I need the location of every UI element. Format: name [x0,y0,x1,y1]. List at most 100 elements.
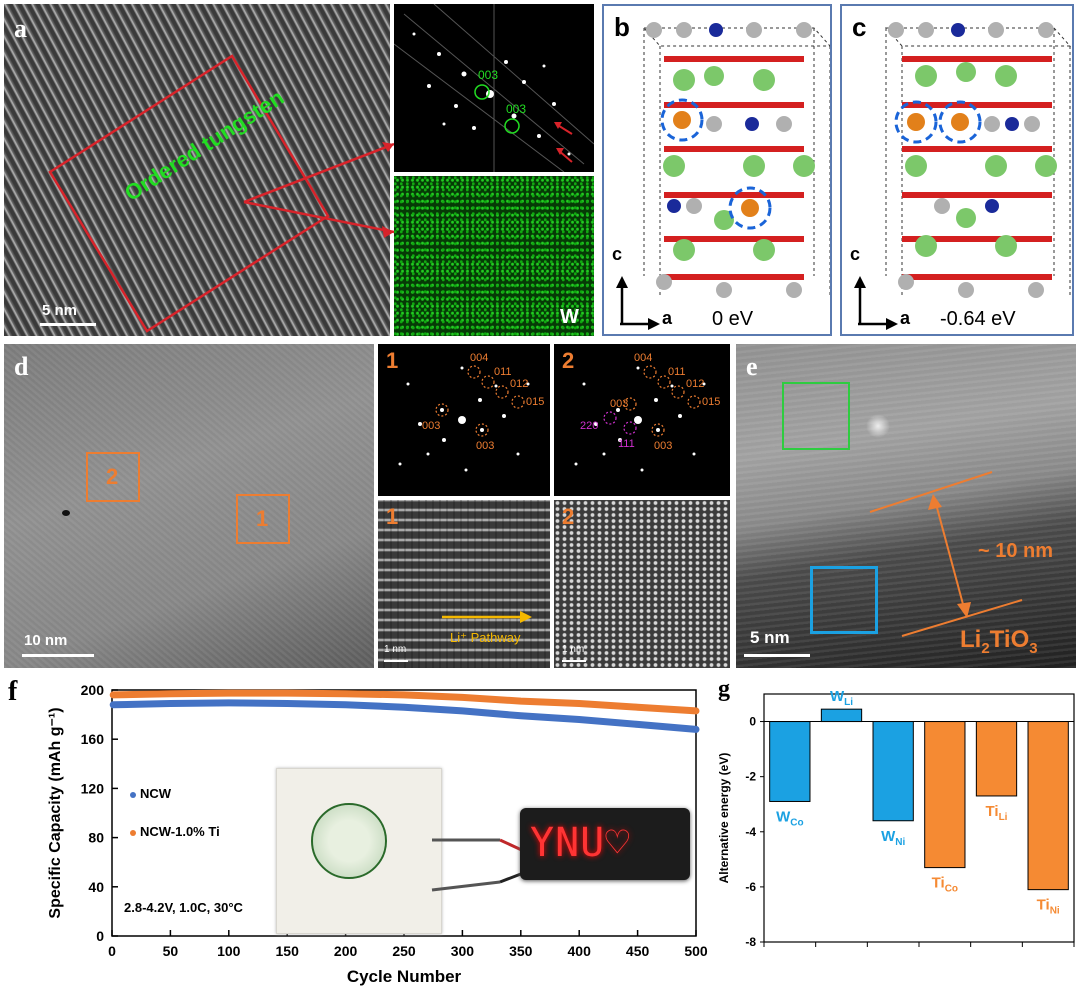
panel-a-fft: 003 003 [394,4,594,172]
panel-b-axis-c: c [612,244,623,264]
x-tick-label: 250 [392,943,416,959]
data-point [284,700,291,707]
hr1-title: 1 [386,504,399,529]
fft1-spot-015: 015 [526,396,545,408]
legend-ncw-ti-dot [130,830,136,836]
test-condition-label: 2.8-4.2V, 1.0C, 30°C [124,900,243,915]
y-axis-label: Specific Capacity (mAh g⁻¹) [47,707,64,918]
phase-sub-2: 2 [981,639,990,657]
panel-a-ordered-region-box [48,54,395,333]
hr2-scale-bar [562,660,586,662]
li-pathway-arrow [442,611,532,623]
data-point [401,704,407,711]
data-point [342,690,349,697]
data-point [576,716,583,723]
y-tick-label: -2 [745,770,756,784]
phase-sub-3: 3 [1029,639,1038,657]
bar-label-w-co: WCo [776,808,804,828]
alternative-energy-bar-chart: -8 -6 -4 -2 0 Alternative energy (eV) WCo WLi WN… [717,688,1075,949]
bar-label-w-ni: WNi [881,828,905,848]
panel-d-tem-image [4,344,374,668]
fft1-title: 1 [386,348,399,373]
y-tick-label: 200 [81,682,105,698]
y-tick-label: -6 [745,880,756,894]
panel-c-structure [840,4,1074,336]
legend-ncw-ti: NCW-1.0% Ti [130,824,220,839]
panel-d-label: d [14,352,29,381]
panel-c-axis-a: a [900,308,911,328]
x-tick-label: 400 [568,943,592,959]
legend-ncw-dot [130,792,136,798]
data-point [342,701,349,708]
panel-b-axis-a: a [662,308,673,328]
data-point [634,721,641,728]
panel-a-label: a [14,14,27,43]
bar-label-ti-li: TiLi [986,803,1008,823]
fft2-spot-220: 220 [580,420,599,432]
data-point [634,704,641,711]
plot-frame [763,693,1075,943]
data-point [401,691,407,698]
phase-tio: TiO [989,626,1030,653]
x-tick-label: 200 [334,943,358,959]
x-axis-label: Cycle Number [347,967,462,986]
bar-w-ni [872,721,914,822]
panel-e-scale-label: 5 nm [750,628,790,647]
panel-e-label: e [746,352,758,381]
panel-d-region-2-box [86,452,140,502]
panel-e-bulk-box [810,566,878,634]
data-point [693,707,699,714]
hr1-scale-label: 1 nm [384,644,407,655]
fft1-spot-011: 011 [494,366,512,378]
y-tick-label: -4 [745,825,756,839]
phase-li: Li [960,626,982,653]
hr2-title: 2 [562,504,575,529]
panel-d-region-2-label: 2 [106,464,119,489]
data-point [517,712,524,719]
fft1-spot-004: 004 [470,352,489,364]
panel-a-scale-bar [40,323,96,326]
y-axis-label: Alternative energy (eV) [717,753,731,884]
x-tick-label: 50 [163,943,179,959]
bar-ti-ni [1027,721,1069,891]
clip-wires [431,838,527,892]
panel-e-phase-label: Li2TiO3 [960,626,1038,657]
x-tick-label: 450 [626,943,650,959]
data-point [459,694,466,701]
bar-ti-co [924,721,966,869]
fft-a-spot-2: 003 [506,102,527,116]
y-tick-label: 80 [88,830,104,846]
fft2-spot-015: 015 [702,396,721,408]
panel-c-energy: -0.64 eV [940,308,1016,330]
pouch-cell-photo [276,768,442,934]
x-tick-label: 150 [276,943,300,959]
panel-e-scale-bar [744,654,810,657]
fft2-spot-003b: 003 [654,440,673,452]
data-point [693,726,699,733]
panel-g-label: g [718,676,730,702]
led-display: YNU♡ [520,808,690,880]
panel-d-region-1-label: 1 [256,506,269,531]
fft2-spot-003a: 003 [610,398,629,410]
y-tick-label: 0 [749,715,756,729]
panel-a-scale-label: 5 nm [42,302,78,319]
legend-ncw-label: NCW [140,786,172,801]
x-tick-label: 0 [108,943,116,959]
panel-a-map-element-label: W [560,306,579,328]
hr1-scale-bar [384,660,408,662]
panel-f-label: f [8,676,18,707]
fft2-spot-004: 004 [634,352,653,364]
university-logo [311,803,387,879]
panel-e-surface-box [782,382,850,450]
panel-d-hr-image-2 [554,500,730,668]
panel-c-axis-c: c [850,244,861,264]
fft-a-spot-1: 003 [478,68,499,82]
fft2-spot-011: 011 [668,366,686,378]
legend-ncw: NCW [130,786,171,801]
panel-e-thickness-label: ~ 10 nm [978,540,1054,562]
panel-d-fft-2: 2 004 011 012 015 003 003 220 111 [554,344,730,496]
panel-d-fft-1: 1 004 011 012 015 003 003 [378,344,550,496]
x-tick-label: 500 [684,943,708,959]
data-point [459,707,466,714]
panel-d-hr-image-1 [378,500,550,668]
